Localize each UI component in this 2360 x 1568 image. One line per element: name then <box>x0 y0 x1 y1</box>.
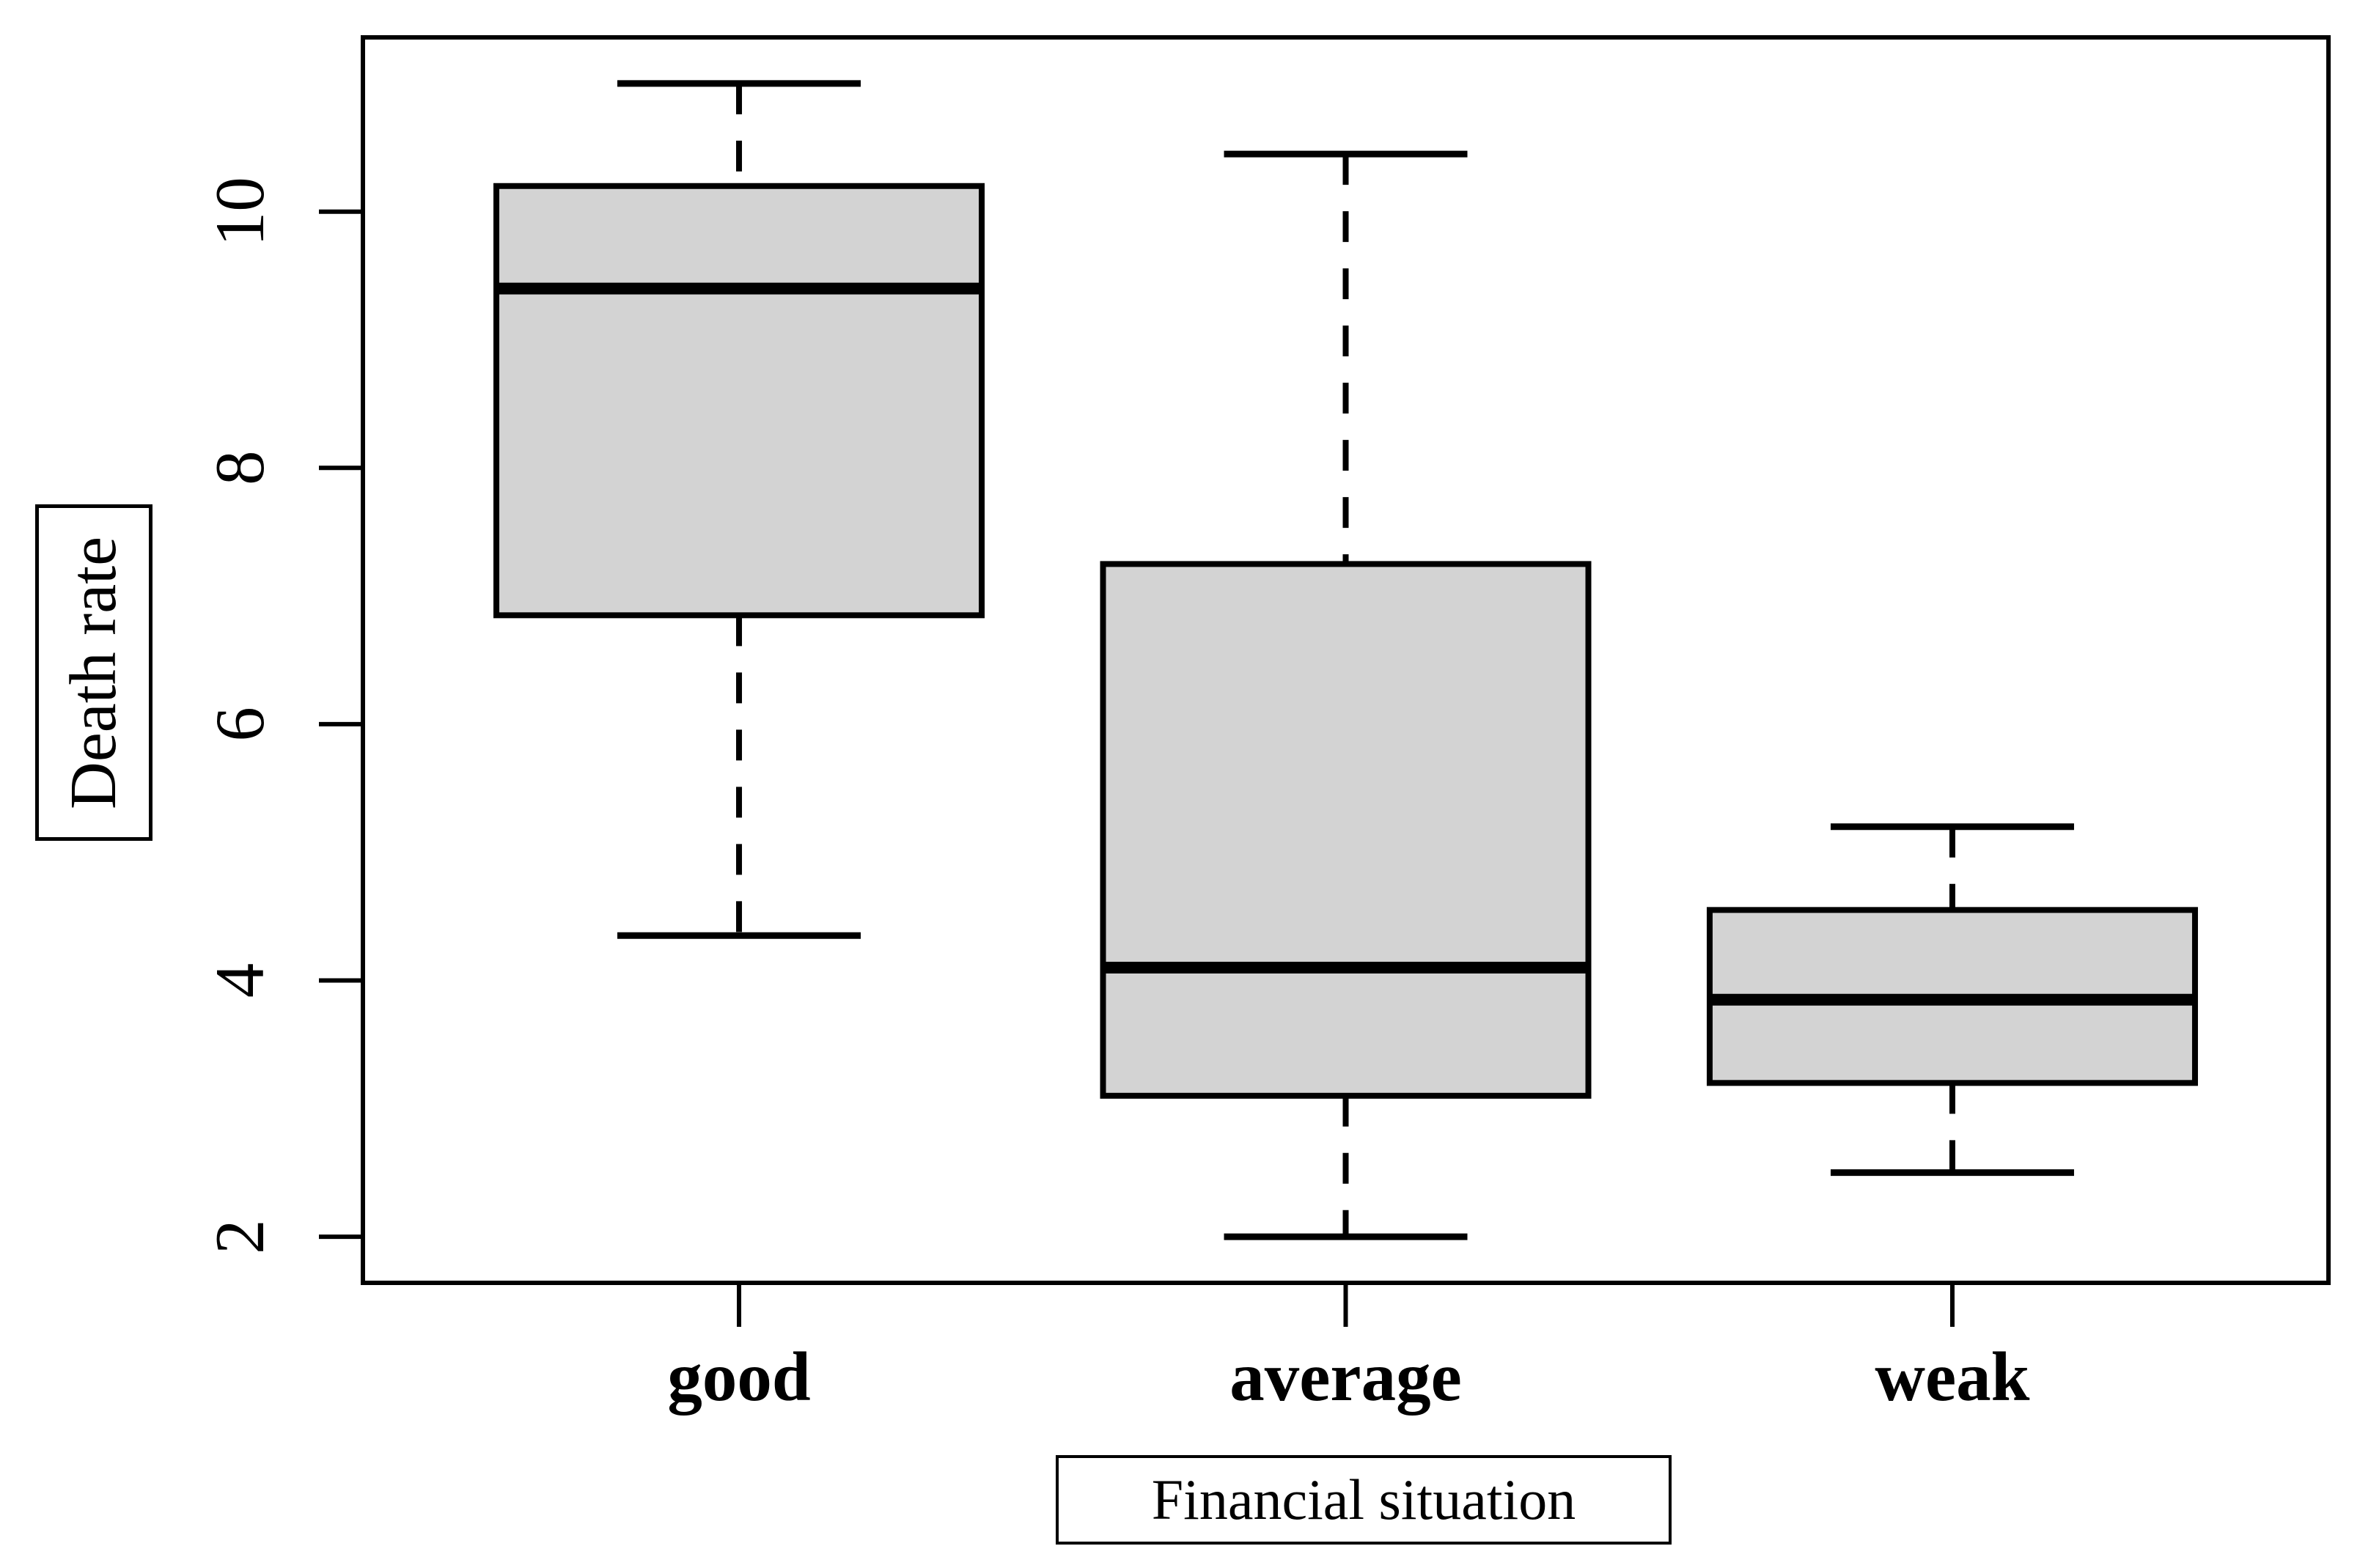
y-tick-label: 10 <box>201 177 279 246</box>
y-tick-label: 4 <box>201 963 279 998</box>
y-axis-title: Death rate <box>57 536 131 809</box>
boxplot-good <box>493 80 985 939</box>
y-tick-label: 8 <box>201 451 279 486</box>
iqr-box <box>1100 561 1592 1099</box>
y-tick-label: 6 <box>201 707 279 742</box>
y-tick-label: 2 <box>201 1219 279 1254</box>
x-category-label: weak <box>1875 1338 2029 1416</box>
y-axis-title-box: Death rate <box>35 504 152 841</box>
x-category-label: good <box>667 1338 810 1416</box>
x-category-label: average <box>1229 1338 1462 1416</box>
x-axis-title-box: Financial situation <box>1056 1455 1672 1545</box>
boxplot-average <box>1100 150 1592 1240</box>
x-axis-title: Financial situation <box>1151 1468 1576 1531</box>
iqr-box <box>493 183 985 619</box>
boxplot-weak <box>1706 823 2198 1177</box>
